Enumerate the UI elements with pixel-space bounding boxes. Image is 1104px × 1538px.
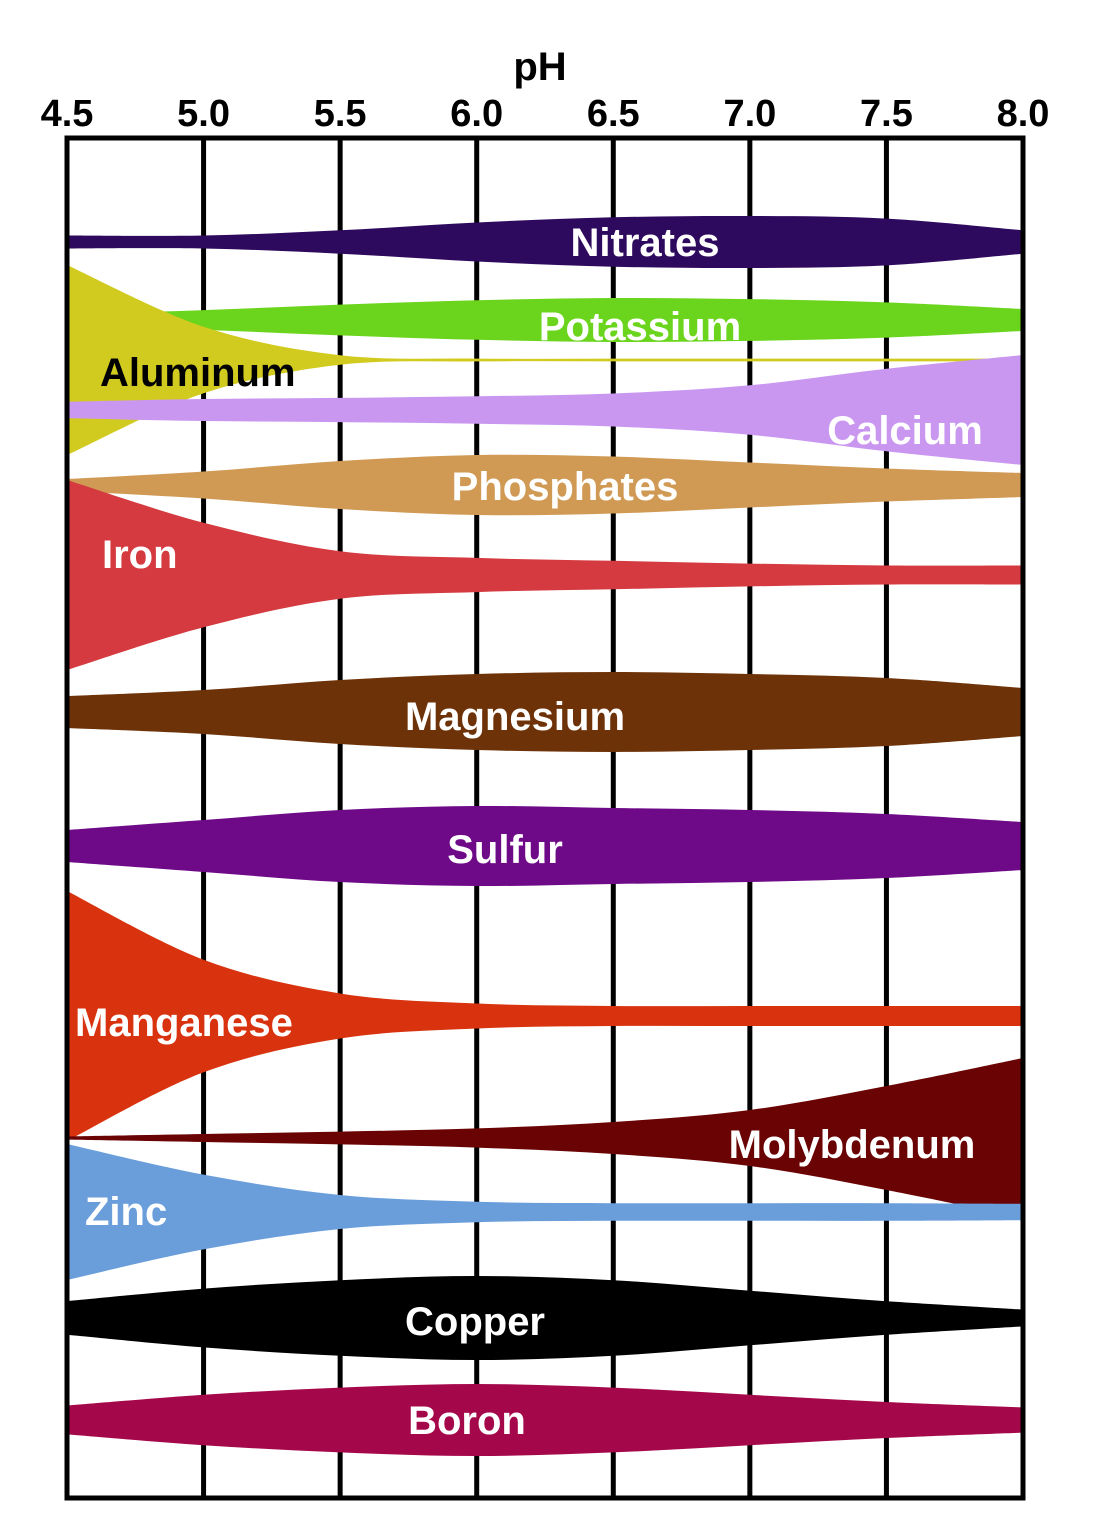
nutrient-bands bbox=[67, 215, 1023, 1456]
band-label-aluminum: Aluminum bbox=[100, 351, 296, 395]
nutrient-labels: Nitrates Potassium Aluminum Calcium Phosphat… bbox=[75, 221, 983, 1443]
band-copper bbox=[67, 1276, 1023, 1360]
band-iron bbox=[67, 480, 1023, 670]
band-label-potassium: Potassium bbox=[539, 305, 741, 349]
band-label-calcium: Calcium bbox=[827, 409, 983, 453]
band-zinc bbox=[67, 1144, 1023, 1280]
band-label-manganese: Manganese bbox=[75, 1001, 293, 1045]
plot-frame bbox=[64, 135, 1026, 1501]
band-label-nitrates: Nitrates bbox=[571, 221, 720, 265]
band-label-magnesium: Magnesium bbox=[405, 695, 625, 739]
band-sulfur bbox=[67, 805, 1023, 887]
x-tick-label: 4.5 bbox=[41, 93, 94, 135]
band-molybdenum bbox=[67, 1058, 1023, 1218]
x-tick-label: 7.0 bbox=[723, 93, 776, 135]
band-magnesium bbox=[67, 672, 1023, 752]
band-label-iron: Iron bbox=[102, 533, 178, 577]
x-tick-label: 6.5 bbox=[587, 93, 640, 135]
band-calcium bbox=[67, 355, 1023, 465]
band-label-molybdenum: Molybdenum bbox=[729, 1123, 976, 1167]
band-manganese bbox=[67, 891, 1023, 1141]
x-tick-label: 5.0 bbox=[177, 93, 230, 135]
x-tick-label: 5.5 bbox=[314, 93, 367, 135]
x-tick-labels: 4.5 5.0 5.5 6.0 6.5 7.0 7.5 8.0 bbox=[41, 93, 1050, 135]
x-axis-title: pH bbox=[513, 45, 566, 89]
band-aluminum bbox=[67, 265, 1023, 455]
x-tick-label: 8.0 bbox=[997, 93, 1050, 135]
band-label-copper: Copper bbox=[405, 1300, 545, 1344]
band-potassium bbox=[67, 297, 1023, 343]
band-label-zinc: Zinc bbox=[85, 1190, 167, 1234]
band-label-phosphates: Phosphates bbox=[452, 465, 679, 509]
band-label-boron: Boron bbox=[408, 1399, 526, 1443]
band-phosphates bbox=[67, 454, 1023, 516]
band-label-sulfur: Sulfur bbox=[447, 828, 563, 872]
band-boron bbox=[67, 1384, 1023, 1456]
x-tick-label: 7.5 bbox=[860, 93, 913, 135]
band-nitrates bbox=[67, 215, 1023, 269]
x-tick-label: 6.0 bbox=[450, 93, 503, 135]
